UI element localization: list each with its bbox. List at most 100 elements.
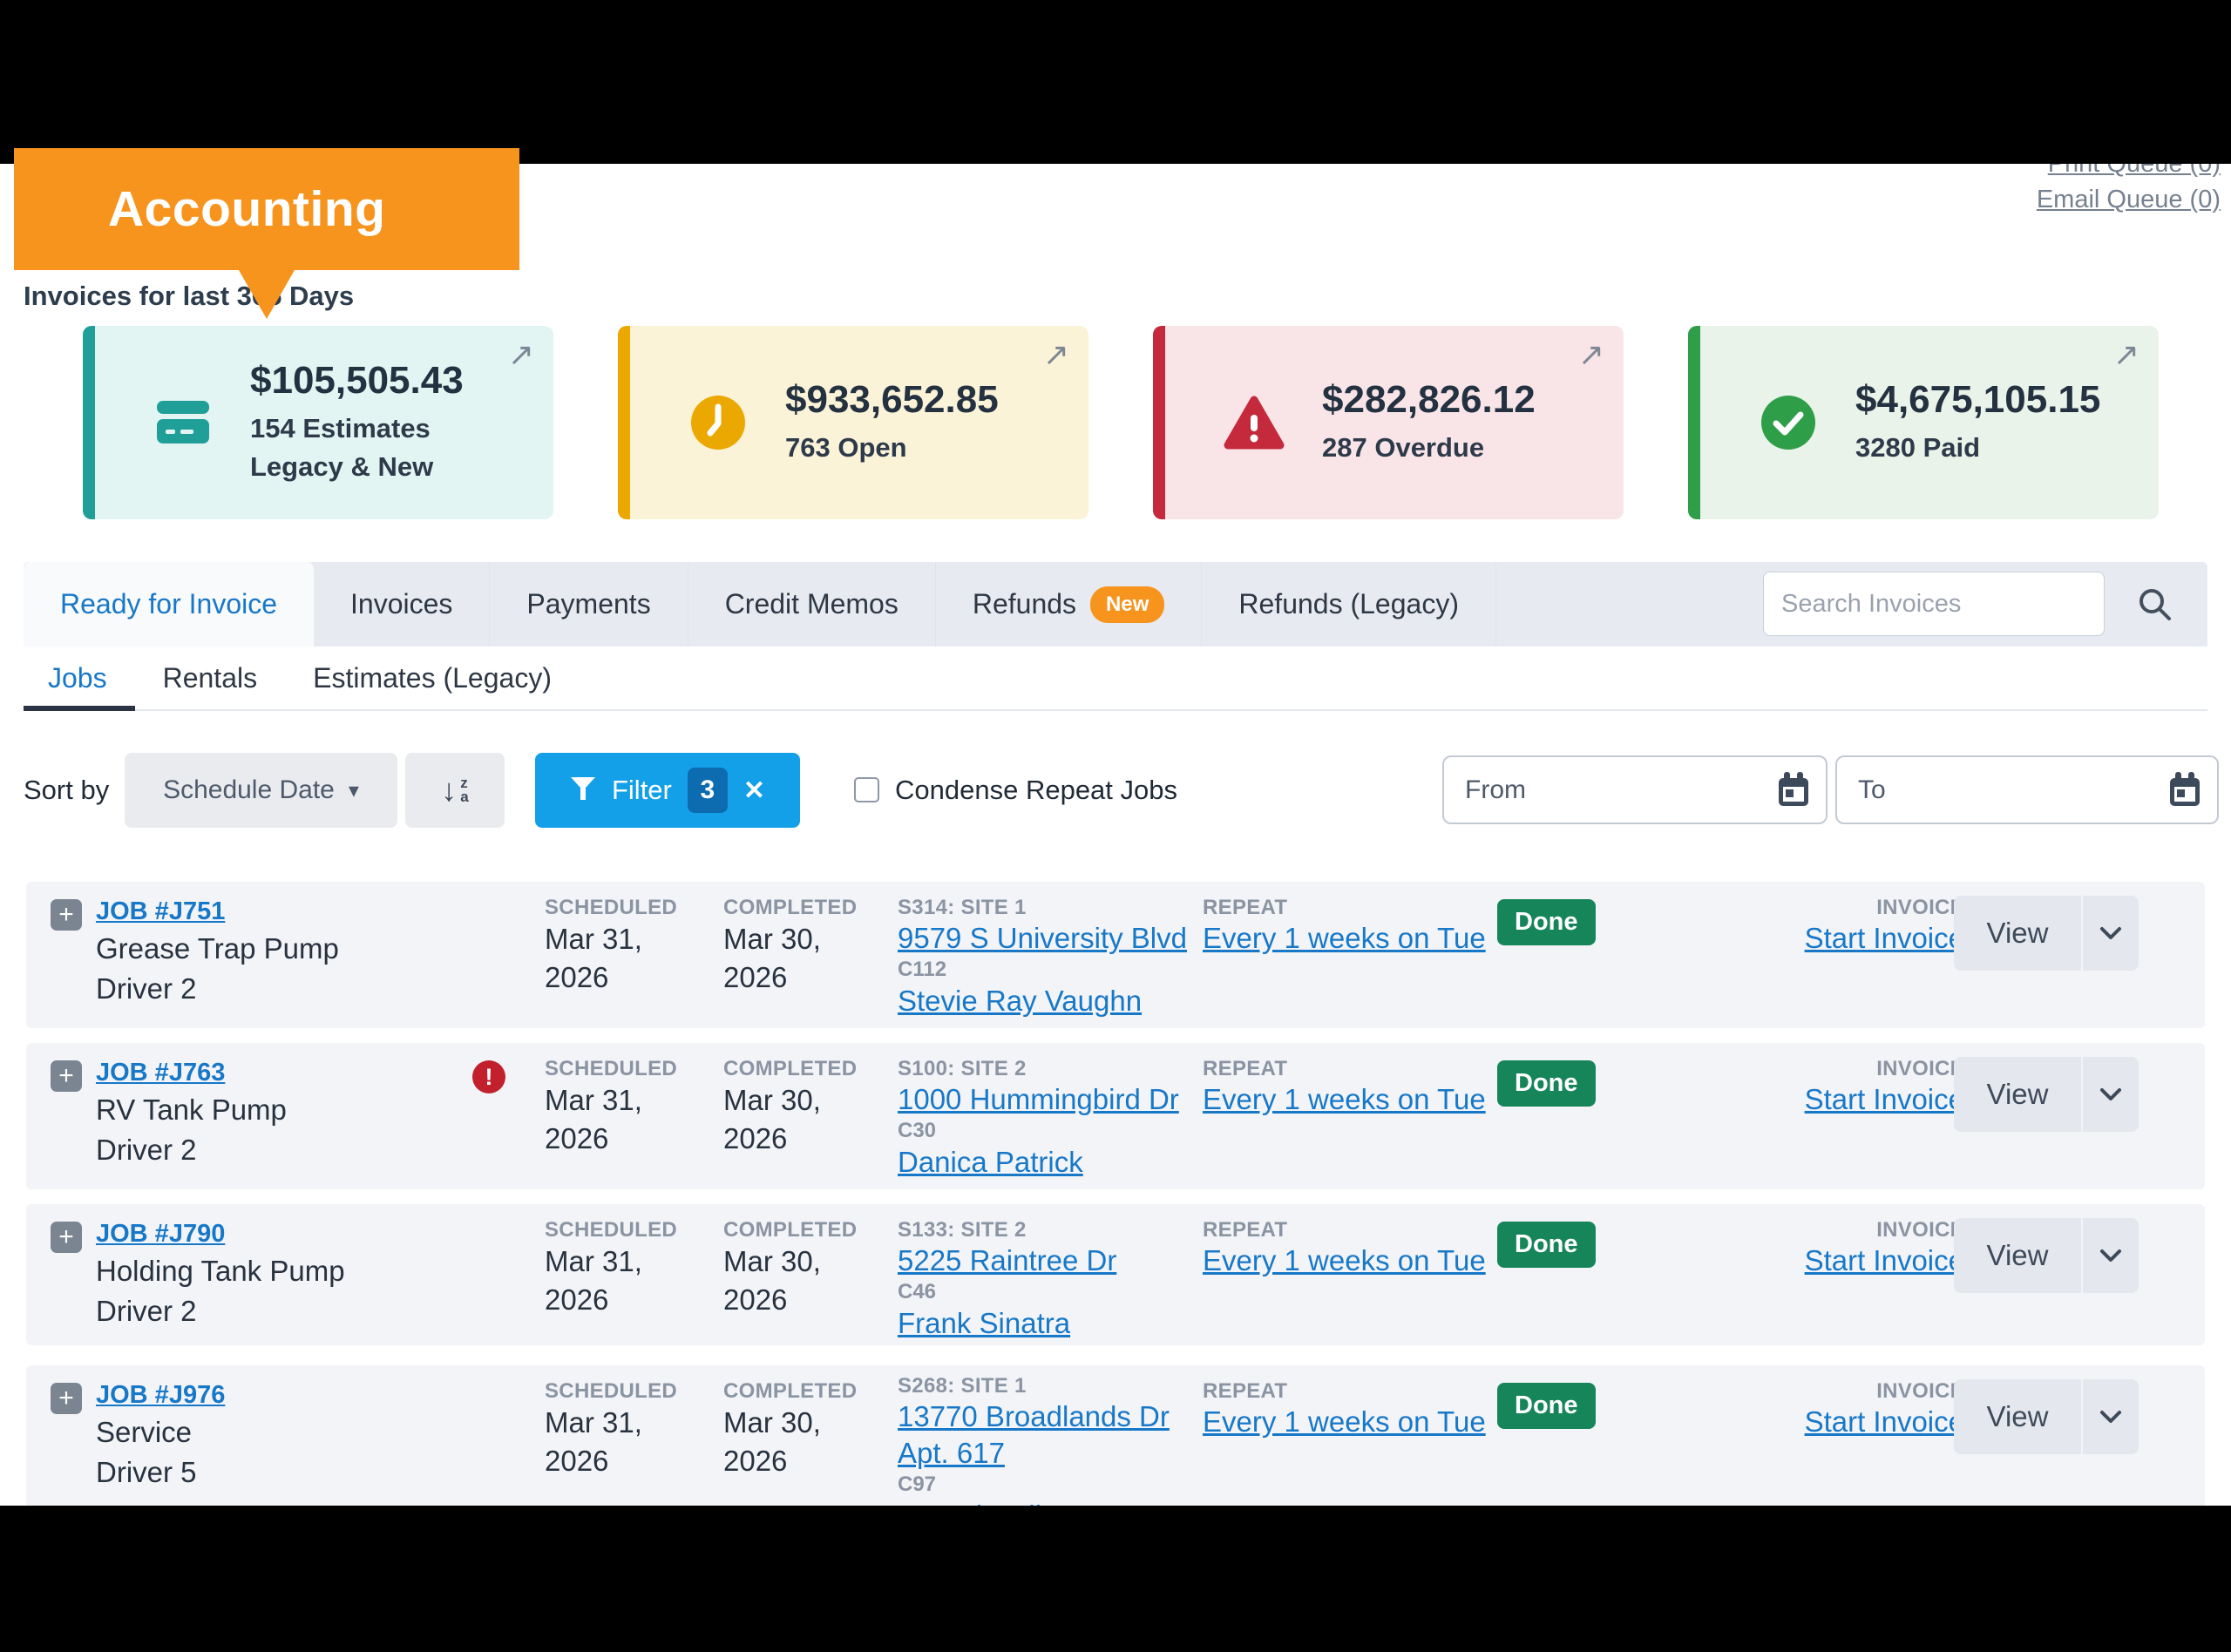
card-text: $4,675,105.15 3280 Paid [1855, 378, 2100, 467]
customer-code: C30 [898, 1119, 937, 1142]
completed-date: Mar 30, [723, 1406, 821, 1439]
repeat-link[interactable]: Every 1 weeks on Tue [1203, 1244, 1486, 1276]
calendar-icon[interactable] [1777, 771, 1810, 812]
paid-card[interactable]: ↗ $4,675,105.15 3280 Paid [1688, 326, 2159, 519]
job-column: JOB #J751 Grease Trap Pump Driver 2 [96, 894, 339, 1009]
subtab-label: Rentals [162, 661, 258, 694]
overdue-card[interactable]: ↗ $282,826.12 287 Overdue [1153, 326, 1624, 519]
site-code: S133: SITE 2 [898, 1218, 1027, 1242]
tab-label: Refunds (Legacy) [1238, 588, 1459, 620]
paid-count: 3280 Paid [1855, 432, 1981, 463]
chevron-down-icon [2100, 1249, 2121, 1262]
open-count: 763 Open [785, 432, 907, 463]
scheduled-label: SCHEDULED [545, 1379, 678, 1403]
job-id-link[interactable]: JOB #J976 [96, 1381, 226, 1409]
tab-credit-memos[interactable]: Credit Memos [688, 562, 936, 647]
customer-link[interactable]: Danica Patrick [898, 1146, 1083, 1178]
tab-payments[interactable]: Payments [490, 562, 688, 647]
invoice-label: INVOICE [1876, 896, 1964, 919]
overdue-count: 287 Overdue [1322, 432, 1485, 463]
job-id-link[interactable]: JOB #J790 [96, 1220, 226, 1248]
search-input[interactable] [1763, 572, 2105, 636]
funnel-icon [570, 776, 596, 805]
site-address-link[interactable]: 1000 Hummingbird Dr [898, 1083, 1179, 1115]
estimates-card[interactable]: ↗ $105,505.43 154 Estimates Legacy & New [83, 326, 553, 519]
job-column: JOB #J763 RV Tank Pump Driver 2 [96, 1055, 287, 1170]
page-title: Accounting [108, 181, 386, 237]
open-card-arrow-icon[interactable]: ↗ [1577, 336, 1604, 372]
accounting-banner: Accounting [14, 148, 519, 319]
to-date-input[interactable] [1835, 755, 2219, 824]
view-dropdown-button[interactable] [2083, 1379, 2139, 1454]
site-column: S314: SITE 1 9579 S University Blvd C112… [898, 896, 1187, 1019]
invoices-heading: Invoices for last 365 Days [24, 281, 355, 311]
customer-code: C46 [898, 1280, 937, 1303]
expand-row-icon[interactable]: + [51, 1222, 82, 1253]
open-card[interactable]: ↗ $933,652.85 763 Open [618, 326, 1088, 519]
tab-label: Payments [526, 588, 651, 620]
tab-ready-for-invoice[interactable]: Ready for Invoice [24, 562, 315, 647]
customer-link[interactable]: Stevie Ray Vaughn [898, 985, 1143, 1017]
expand-row-icon[interactable]: + [51, 899, 82, 931]
open-card-arrow-icon[interactable]: ↗ [2112, 336, 2139, 372]
view-button[interactable]: View [1954, 1379, 2081, 1454]
completed-column: COMPLETED Mar 30, 2026 [723, 896, 857, 997]
start-invoice-link[interactable]: Start Invoice [1804, 1244, 1964, 1276]
view-button[interactable]: View [1954, 896, 2081, 971]
start-invoice-link[interactable]: Start Invoice [1804, 1083, 1964, 1115]
estimates-count: 154 Estimates [250, 413, 431, 443]
search-icon[interactable] [2136, 586, 2174, 628]
site-address-link[interactable]: Apt. 617 [898, 1437, 1005, 1469]
repeat-link[interactable]: Every 1 weeks on Tue [1203, 922, 1486, 954]
expand-row-icon[interactable]: + [51, 1060, 82, 1092]
condense-repeat-jobs-label: Condense Repeat Jobs [895, 775, 1178, 805]
tab-refunds[interactable]: Refunds New [936, 562, 1203, 647]
clock-icon [688, 394, 749, 451]
tab-label: Invoices [350, 588, 453, 620]
scheduled-column: SCHEDULED Mar 31, 2026 [545, 1379, 677, 1480]
repeat-label: REPEAT [1203, 1379, 1288, 1403]
view-dropdown-button[interactable] [2083, 896, 2139, 971]
site-address-link[interactable]: 5225 Raintree Dr [898, 1244, 1117, 1276]
scheduled-column: SCHEDULED Mar 31, 2026 [545, 1218, 677, 1319]
repeat-link[interactable]: Every 1 weeks on Tue [1203, 1083, 1486, 1115]
repeat-link[interactable]: Every 1 weeks on Tue [1203, 1405, 1486, 1438]
clear-filter-icon[interactable]: ✕ [743, 775, 766, 805]
filter-button[interactable]: Filter 3 ✕ [535, 753, 800, 828]
job-id-link[interactable]: JOB #J751 [96, 897, 226, 925]
view-button[interactable]: View [1954, 1057, 2081, 1132]
job-name: Service [96, 1416, 193, 1448]
table-row: + JOB #J790 Holding Tank Pump Driver 2 S… [26, 1204, 2205, 1345]
from-date-input[interactable] [1442, 755, 1828, 824]
subtab-estimates-legacy[interactable]: Estimates (Legacy) [285, 647, 580, 709]
tab-invoices[interactable]: Invoices [314, 562, 491, 647]
email-queue-link[interactable]: Email Queue (0) [2036, 186, 2221, 213]
sort-field-dropdown[interactable]: Schedule Date ▾ [125, 753, 397, 828]
view-button[interactable]: View [1954, 1218, 2081, 1293]
view-dropdown-button[interactable] [2083, 1218, 2139, 1293]
customer-link[interactable]: Frank Sinatra [898, 1307, 1071, 1339]
tab-refunds-legacy[interactable]: Refunds (Legacy) [1202, 562, 1496, 647]
open-card-arrow-icon[interactable]: ↗ [507, 336, 534, 372]
alert-icon[interactable]: ! [472, 1060, 505, 1093]
subtab-jobs[interactable]: Jobs [24, 647, 135, 711]
site-address-link[interactable]: 9579 S University Blvd [898, 922, 1187, 954]
start-invoice-link[interactable]: Start Invoice [1804, 922, 1964, 954]
scheduled-date: Mar 31, [545, 1245, 642, 1277]
search-area [1763, 572, 2171, 636]
start-invoice-link[interactable]: Start Invoice [1804, 1405, 1964, 1438]
site-address-link[interactable]: 13770 Broadlands Dr [898, 1400, 1170, 1432]
scheduled-year: 2026 [545, 1445, 609, 1477]
subtab-rentals[interactable]: Rentals [135, 647, 286, 709]
open-card-arrow-icon[interactable]: ↗ [1042, 336, 1069, 372]
view-dropdown-button[interactable] [2083, 1057, 2139, 1132]
expand-row-icon[interactable]: + [51, 1383, 82, 1414]
sort-field-value: Schedule Date [163, 775, 335, 804]
condense-repeat-jobs-checkbox[interactable] [854, 777, 879, 802]
job-id-link[interactable]: JOB #J763 [96, 1059, 226, 1087]
job-driver: Driver 2 [96, 1295, 197, 1327]
repeat-column: REPEAT Every 1 weeks on Tue [1203, 1218, 1486, 1279]
calendar-icon[interactable] [2168, 771, 2201, 812]
